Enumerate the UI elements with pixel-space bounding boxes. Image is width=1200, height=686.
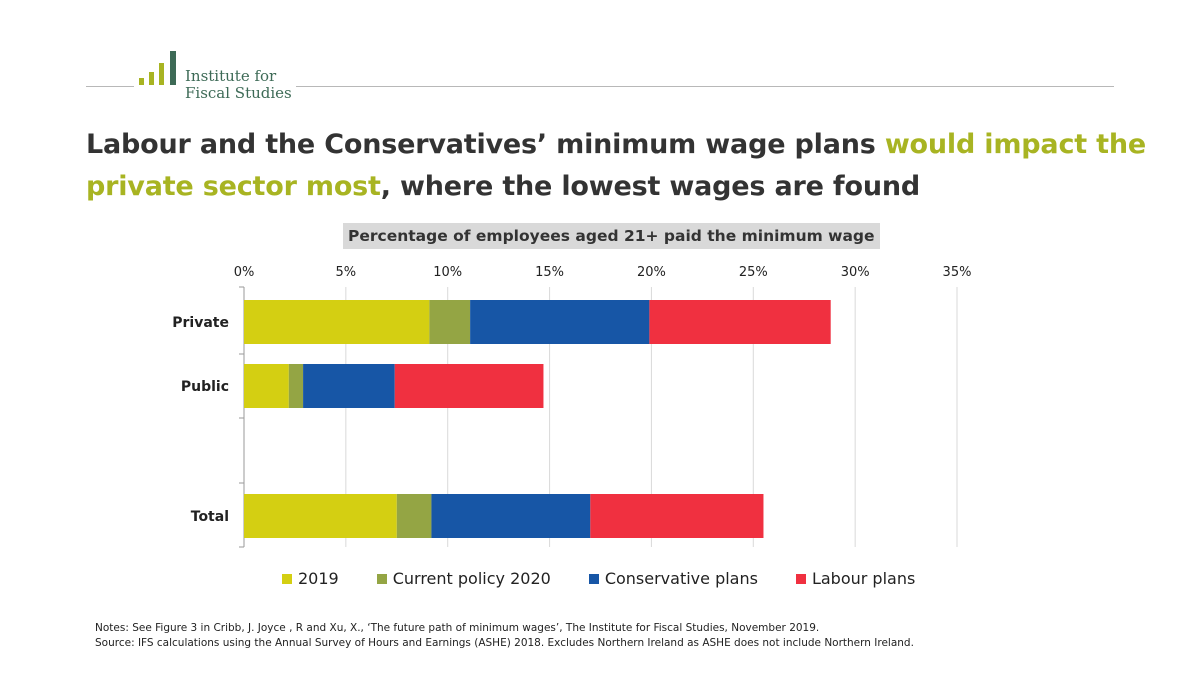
legend-item: Labour plans — [795, 569, 916, 588]
bar-segment — [303, 364, 395, 408]
bar-segment — [244, 364, 289, 408]
y-category-label: Public — [181, 379, 229, 395]
legend-label: 2019 — [298, 569, 339, 588]
legend-swatch — [588, 573, 599, 584]
logo-text: Institute for Fiscal Studies — [185, 68, 292, 102]
source-line: Source: IFS calculations using the Annua… — [95, 637, 914, 649]
logo-line-1: Institute for — [185, 67, 277, 85]
bar-segment — [396, 494, 432, 538]
legend-label: Conservative plans — [604, 569, 758, 588]
logo-bar-2 — [149, 72, 154, 85]
logo-bars-icon — [139, 51, 176, 85]
chart-title: Percentage of employees aged 21+ paid th… — [343, 223, 880, 249]
legend-label: Labour plans — [811, 569, 916, 588]
bar-segment — [288, 364, 304, 408]
legend-item: Current policy 2020 — [376, 569, 551, 588]
chart-legend: 2019 Current policy 2020 Conservative plan… — [282, 569, 953, 588]
bar-segment — [649, 300, 831, 344]
page-title: Labour and the Conservatives’ minimum wa… — [86, 124, 1146, 208]
logo-bar-4 — [170, 51, 176, 85]
header-rule-right — [296, 86, 1114, 87]
legend-item: Conservative plans — [588, 569, 758, 588]
bar-segment — [429, 300, 471, 344]
bar-segment — [244, 300, 430, 344]
x-tick-label: 15% — [535, 265, 564, 280]
bar-segment — [394, 364, 544, 408]
logo-bar-1 — [139, 78, 144, 85]
y-category-label: Private — [172, 315, 229, 331]
legend-item: 2019 — [282, 569, 339, 588]
logo-bar-3 — [159, 63, 164, 85]
legend-swatch — [795, 573, 806, 584]
bar-segment — [244, 494, 397, 538]
legend-label: Current policy 2020 — [392, 569, 551, 588]
x-tick-label: 25% — [739, 265, 768, 280]
title-part-1: Labour and the Conservatives’ minimum wa… — [86, 129, 885, 160]
header-rule-left — [86, 86, 134, 87]
notes: Notes: See Figure 3 in Cribb, J. Joyce ,… — [95, 621, 914, 651]
notes-line: Notes: See Figure 3 in Cribb, J. Joyce ,… — [95, 622, 820, 634]
x-tick-label: 5% — [336, 265, 357, 280]
y-category-label: Total — [191, 509, 229, 525]
bar-segment — [590, 494, 764, 538]
logo-line-2: Fiscal Studies — [185, 84, 292, 102]
legend-swatch — [376, 573, 387, 584]
title-highlight: would impact the private sector most — [86, 129, 1146, 202]
x-tick-label: 30% — [841, 265, 870, 280]
bar-segment — [431, 494, 591, 538]
x-tick-label: 10% — [433, 265, 462, 280]
ifs-logo: Institute for Fiscal Studies — [137, 48, 297, 108]
title-part-2: , where the lowest wages are found — [380, 171, 920, 202]
bar-segment — [470, 300, 650, 344]
legend-swatch — [282, 573, 292, 584]
x-tick-label: 0% — [234, 265, 255, 280]
x-tick-label: 20% — [637, 265, 666, 280]
x-tick-label: 35% — [943, 265, 972, 280]
